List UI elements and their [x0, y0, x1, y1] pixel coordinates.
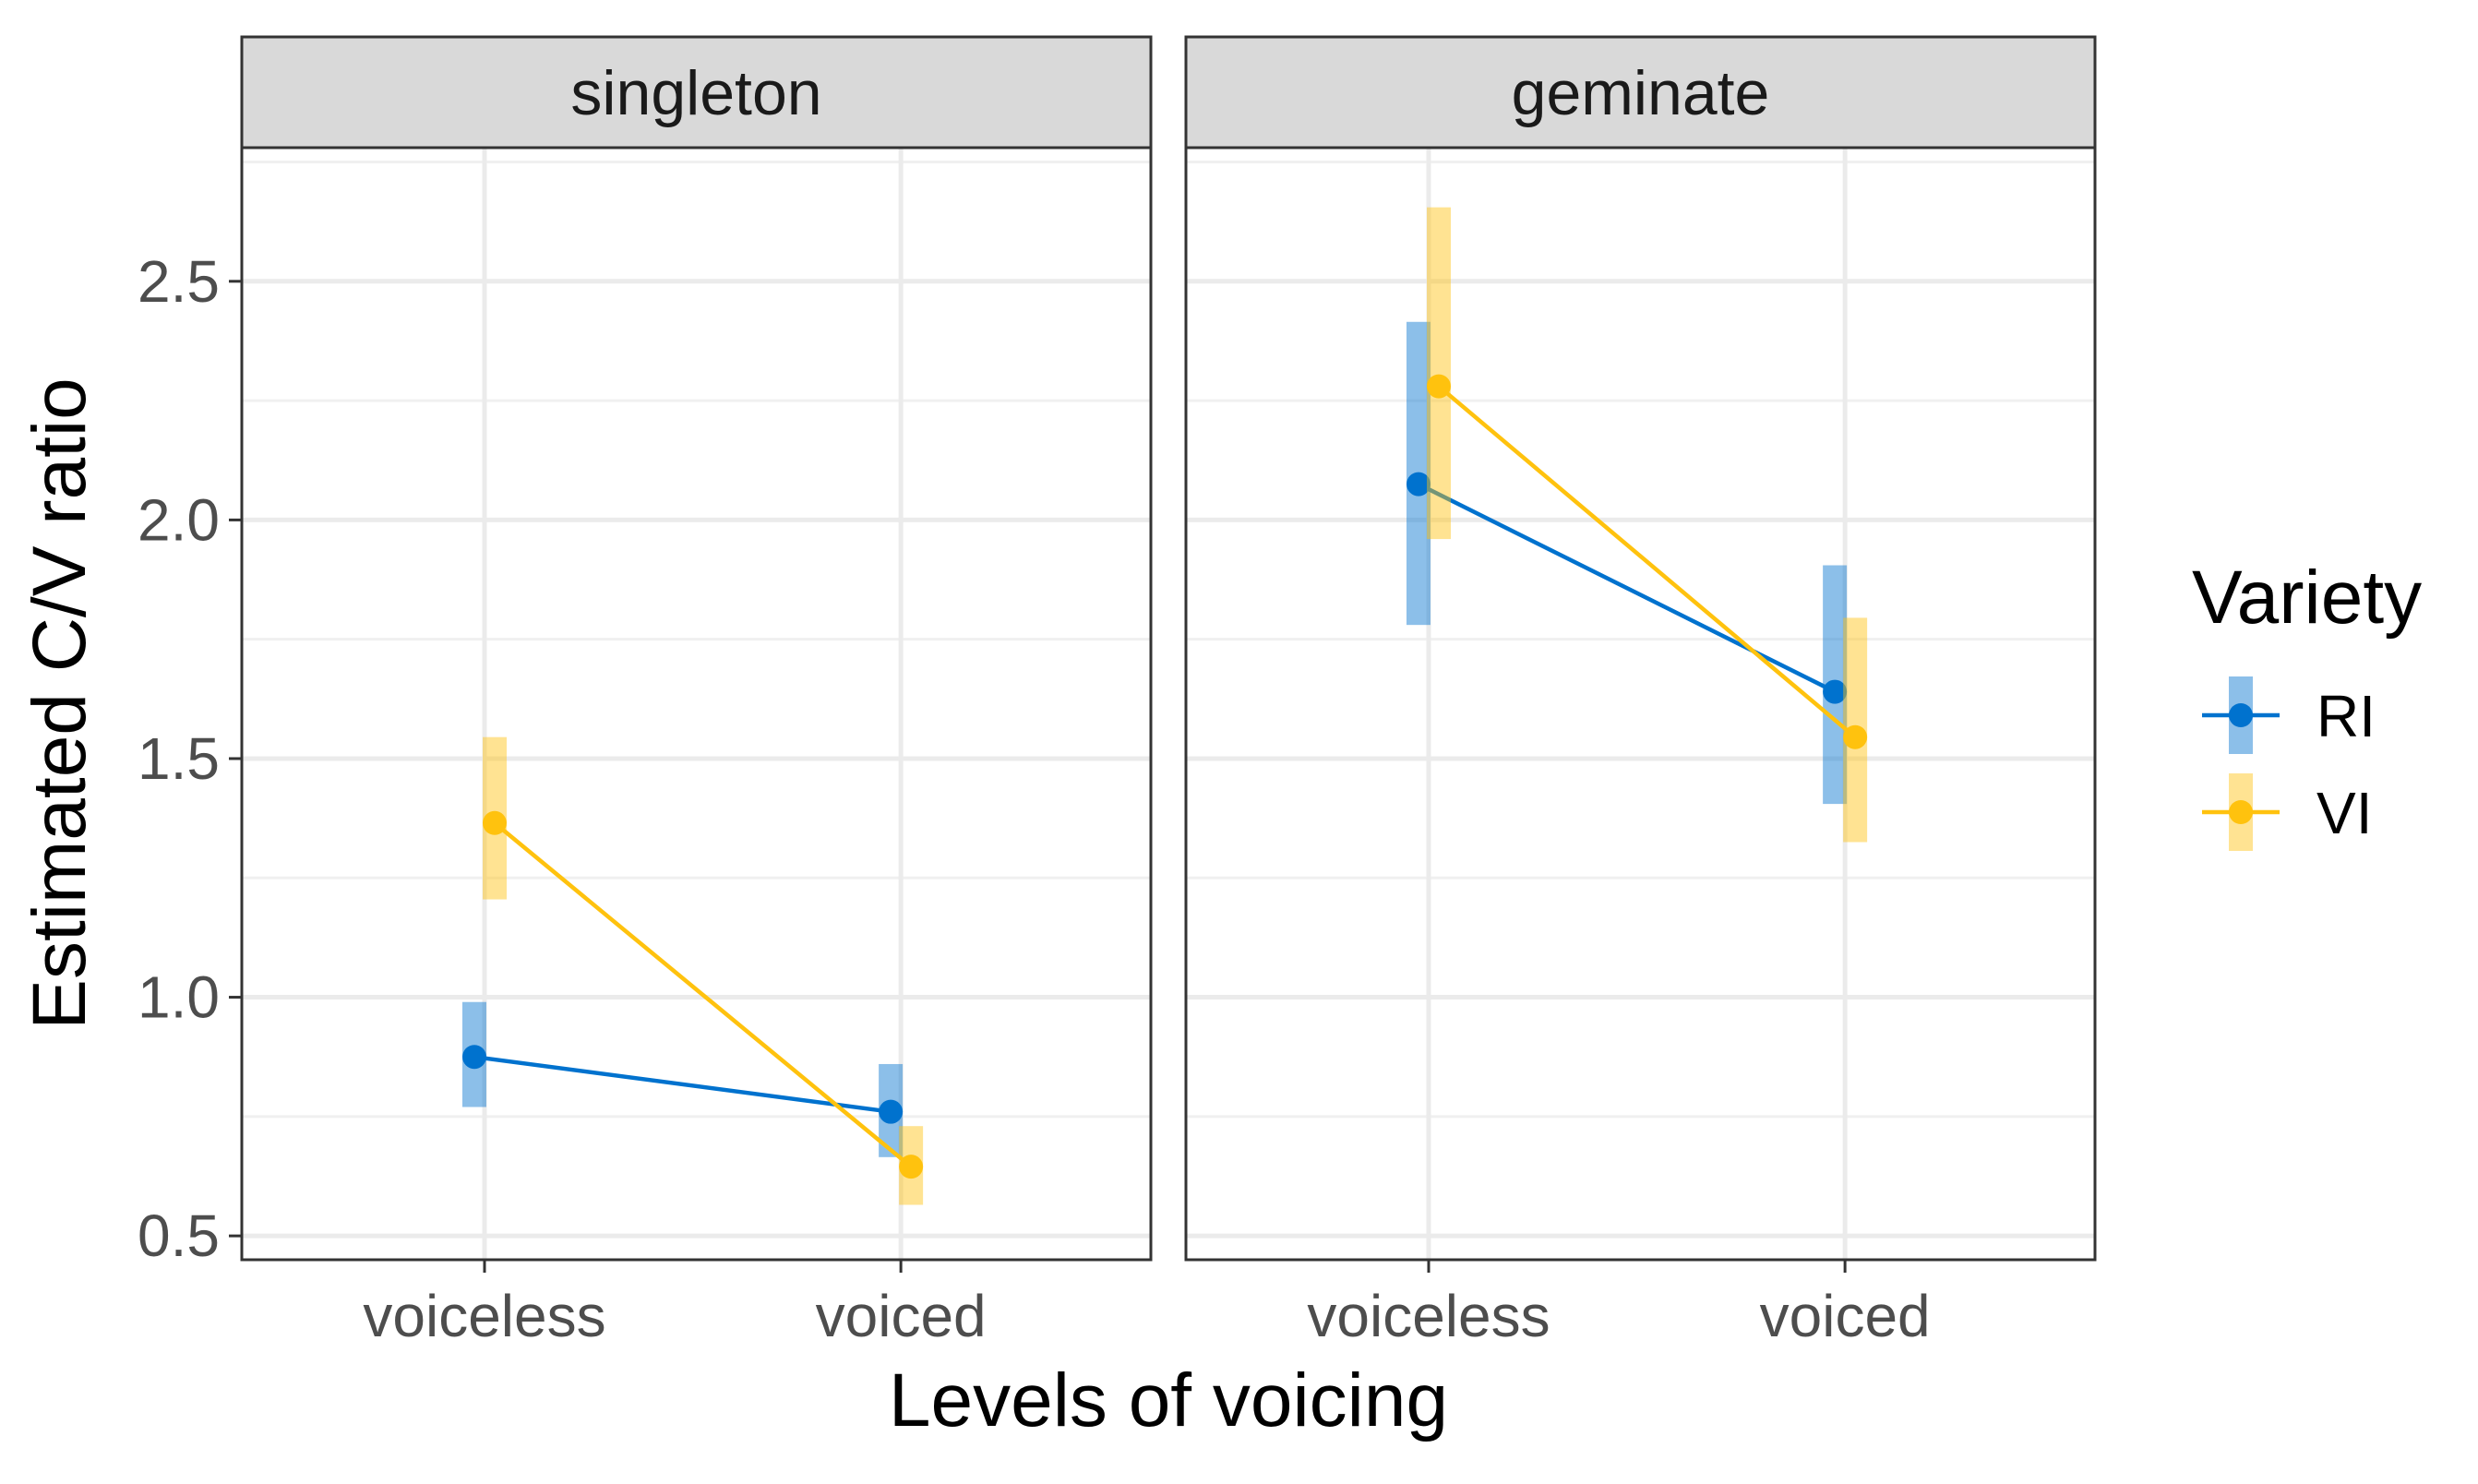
y-tick-label: 2.0 [138, 486, 220, 553]
legend-key-point [2229, 800, 2253, 824]
legend-key-vi [2202, 773, 2280, 851]
data-point [461, 1045, 486, 1070]
y-tick-label: 1.0 [138, 964, 220, 1031]
data-point [1426, 374, 1451, 399]
data-point [899, 1155, 924, 1179]
x-tick-label: voiced [1760, 1283, 1931, 1349]
legend-key-ri [2202, 676, 2280, 754]
series-line [493, 821, 913, 1168]
x-axis-title: Levels of voicing [889, 1358, 1448, 1442]
x-tick-label: voiced [816, 1283, 987, 1349]
series-vi [1426, 207, 1868, 843]
panel-background [1186, 148, 2095, 1260]
panel-singleton: singleton voiceless voiced [240, 35, 1153, 1349]
data-point [482, 810, 507, 835]
error-bar [1426, 207, 1451, 540]
strip-label: geminate [1512, 58, 1770, 128]
legend-label: VI [2316, 780, 2372, 846]
data-point [879, 1099, 904, 1124]
legend-title: Variety [2192, 556, 2422, 640]
legend-key-point [2229, 703, 2253, 727]
data-point [1406, 472, 1431, 497]
data-point [1843, 724, 1868, 749]
legend-label: RI [2316, 683, 2376, 749]
strip-background [1184, 35, 2097, 150]
series-line [1417, 482, 1837, 694]
series-line [473, 1054, 892, 1114]
series-line [1437, 384, 1857, 739]
y-tick-label: 1.5 [138, 725, 220, 792]
x-tick-label: voiceless [363, 1283, 605, 1349]
data-point [1823, 679, 1848, 704]
strip-label: singleton [570, 58, 821, 128]
panel-background [242, 148, 1151, 1260]
y-axis-title: Estimated C/V ratio [18, 377, 102, 1029]
series-ri [461, 1001, 904, 1157]
y-tick-label: 0.5 [138, 1203, 220, 1269]
panel-geminate: geminate voiceless voiced [1184, 35, 2097, 1349]
series-ri [1406, 321, 1848, 805]
legend: Variety RI VI [2192, 556, 2422, 851]
strip-background [240, 35, 1153, 150]
x-tick-label: voiceless [1307, 1283, 1550, 1349]
y-tick-label: 2.5 [138, 248, 220, 315]
series-vi [482, 736, 924, 1205]
